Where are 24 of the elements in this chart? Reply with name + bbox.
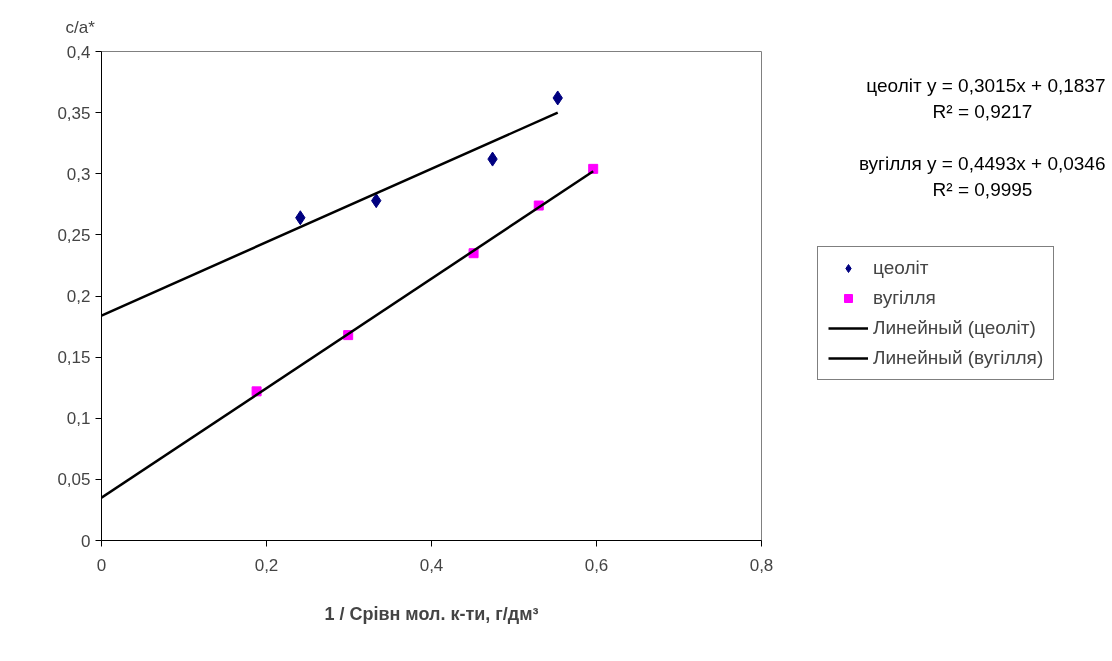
text: цеоліт y = 0,3015x + 0,1837: [866, 75, 1106, 97]
y-tick-label: 0: [81, 531, 91, 551]
y-tick-label: 0,15: [57, 348, 91, 368]
y-tick-label: 0,2: [66, 287, 91, 306]
x-axis-title: 1 / Срівн мол. к-ти, г/дм³: [324, 603, 539, 624]
x-tick-label: 0,4: [419, 555, 444, 575]
y-tick-label: 0,4: [66, 42, 91, 62]
x-tick-label: 0,2: [254, 555, 279, 575]
text: R² = 0,9995: [932, 178, 1033, 200]
y-tick-label: 0,1: [66, 409, 91, 429]
legend-label: цеоліт: [873, 257, 929, 279]
legend-label: Линейный (вугілля): [873, 347, 1044, 369]
x-tick-label: 0: [96, 555, 107, 575]
legend-label: вугілля: [873, 287, 936, 309]
text: вугілля y = 0,4493x + 0,0346: [858, 152, 1106, 174]
y-axis-title: c/a*: [65, 17, 96, 37]
x-tick-label: 0,6: [584, 555, 609, 575]
y-tick-label: 0,25: [57, 225, 91, 245]
text: R² = 0,9217: [932, 100, 1033, 122]
y-tick-label: 0,3: [66, 164, 91, 184]
x-tick-label: 0,8: [749, 555, 774, 575]
y-tick-label: 0,35: [57, 103, 91, 123]
y-tick-label: 0,05: [57, 470, 91, 490]
legend-label: Линейный (цеоліт): [873, 317, 1036, 339]
